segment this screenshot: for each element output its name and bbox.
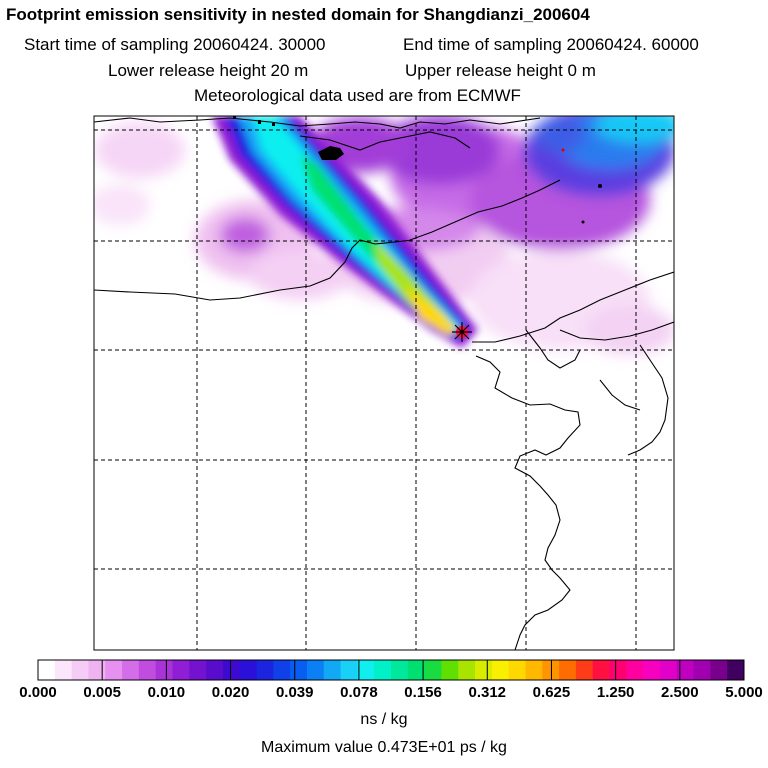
sensitivity-field <box>94 116 674 650</box>
map-gridlines <box>94 116 674 650</box>
colorbar-tick-label: 1.250 <box>596 684 635 701</box>
plot-title: Footprint emission sensitivity in nested… <box>6 5 590 24</box>
maximum-value-label: Maximum value 0.473E+01 ps / kg <box>261 739 507 756</box>
plume <box>212 116 478 348</box>
upper-release-height-label: Upper release height 0 m <box>405 61 596 80</box>
low-sensitivity-region <box>94 116 674 355</box>
colorbar-tick-label: 0.625 <box>532 684 571 701</box>
colorbar-tick-label: 0.078 <box>340 684 378 701</box>
start-time-label: Start time of sampling 20060424. 30000 <box>24 35 326 54</box>
map-frame <box>93 115 675 651</box>
receptor-star-icon <box>452 322 472 342</box>
colorbar-tick-label: 0.039 <box>275 684 314 701</box>
lower-release-height-label: Lower release height 20 m <box>108 61 309 80</box>
colorbar-tick-label: 0.312 <box>468 684 507 701</box>
colorbar-tick-label: 0.010 <box>147 684 186 701</box>
colorbar-tick-label: 0.156 <box>404 684 442 701</box>
northeast-blue-region <box>525 116 674 195</box>
island-marks <box>233 116 602 224</box>
colorbar-tick-label: 0.000 <box>19 684 57 701</box>
colorbar-tick-label: 0.005 <box>83 684 121 701</box>
colorbar-tick-label: 5.000 <box>725 684 763 701</box>
colorbar-unit-label: ns / kg <box>360 711 408 728</box>
met-data-label: Meteorological data used are from ECMWF <box>194 86 521 105</box>
coastlines <box>94 117 674 650</box>
colorbar-tick-label: 0.020 <box>211 684 250 701</box>
colorbar-tick-label: 2.500 <box>661 684 699 701</box>
end-time-label: End time of sampling 20060424. 60000 <box>403 35 699 54</box>
